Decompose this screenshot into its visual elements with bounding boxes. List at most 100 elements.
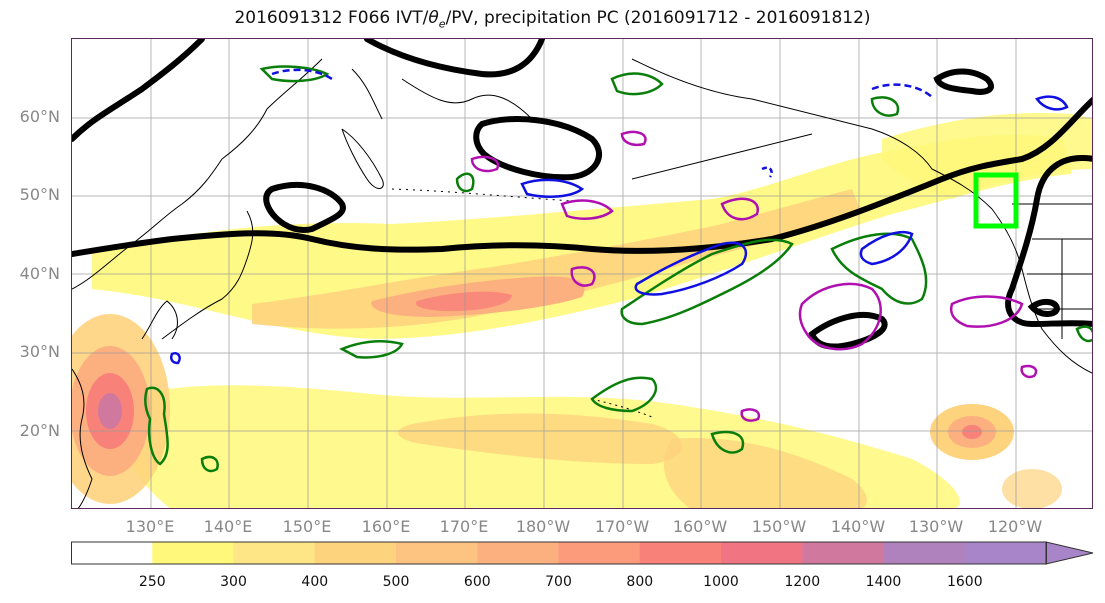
- precip-green-okhotsk: [455, 172, 475, 193]
- ivt-shading: [72, 113, 1092, 508]
- colorbar-tick-label: 1600: [946, 574, 983, 590]
- lon-label-170w: 170°W: [594, 517, 650, 536]
- gridlines: [72, 39, 1092, 508]
- coast-philippines: [72, 368, 93, 508]
- precip-blue-east: [859, 230, 914, 266]
- precip-green-south: [590, 376, 658, 413]
- ivt-cyclone-east-core: [962, 425, 982, 439]
- coast-north-america: [991, 208, 1092, 374]
- precip-green-sw: [200, 455, 219, 473]
- colorbar-tick-label: 500: [382, 574, 410, 590]
- lon-label-150e: 150°E: [282, 517, 332, 536]
- ivt-band-tropics-south: [663, 438, 867, 508]
- lon-label-160e: 160°E: [361, 517, 411, 536]
- colorbar-tick-label: 1200: [784, 574, 821, 590]
- precip-blue-ne: [1035, 95, 1069, 111]
- coastlines: [72, 58, 1092, 508]
- pv-contour-main: [72, 96, 1092, 257]
- colorbar-segment: [314, 542, 397, 564]
- border-states: [1027, 238, 1092, 339]
- lon-label-140w: 140°W: [830, 517, 886, 536]
- precip-magenta-north: [470, 155, 500, 173]
- precip-magenta-central-east: [798, 282, 882, 351]
- title-theta-sub: e: [438, 17, 446, 31]
- precip-magenta-south: [740, 408, 761, 422]
- colorbar-segment: [558, 542, 641, 564]
- coast-kamchatka: [341, 128, 384, 189]
- ivt-typhoon-west-core: [98, 393, 122, 429]
- precip-green-far-east: [1075, 325, 1092, 343]
- colorbar: [71, 541, 1094, 565]
- lat-label-50: 50°N: [19, 185, 60, 204]
- precip-blue-west: [170, 352, 181, 365]
- precip-magenta-aleutian: [720, 197, 759, 221]
- precip-blue-alaska: [871, 83, 933, 98]
- colorbar-tick-label: 800: [626, 574, 654, 590]
- precip-blue-okhotsk: [520, 178, 585, 198]
- precip-magenta-mid: [570, 266, 596, 287]
- coast-asia: [72, 58, 323, 290]
- colorbar-segment: [639, 542, 722, 564]
- colorbar-extend-arrow: [1045, 541, 1094, 565]
- colorbar-tick-label: 700: [545, 574, 572, 590]
- coast-japan: [161, 210, 254, 340]
- lat-label-40: 40°N: [19, 264, 60, 283]
- title-theta: θ: [428, 8, 439, 28]
- ivt-band-north: [882, 113, 1092, 199]
- lon-label-120w: 120°W: [987, 517, 1043, 536]
- title-suffix: /PV, precipitation PC (2016091712 - 2016…: [445, 8, 871, 28]
- lon-label-150w: 150°W: [751, 517, 807, 536]
- colorbar-segment: [396, 542, 478, 564]
- colorbar-tick-label: 300: [220, 574, 247, 590]
- colorbar-segment: [802, 542, 884, 564]
- precip-magenta-okhotsk: [560, 199, 614, 220]
- lon-label-160w: 160°W: [672, 517, 728, 536]
- colorbar-segment: [233, 542, 316, 564]
- precip-green-east-cluster: [830, 232, 928, 305]
- map-title: 2016091312 F066 IVT/θe/PV, precipitation…: [0, 8, 1105, 30]
- ivt-band-core: [252, 189, 862, 329]
- lat-label-30: 30°N: [19, 342, 60, 361]
- pv-contour-west-loop: [263, 181, 346, 233]
- lon-label-130w: 130°W: [908, 517, 964, 536]
- pv-contour-small-east: [1027, 299, 1061, 317]
- ivt-band-main: [92, 134, 1072, 339]
- lon-label-130e: 130°E: [125, 517, 175, 536]
- colorbar-outline: [71, 541, 1047, 565]
- colorbar-segments: [71, 542, 1046, 564]
- aleutian-islands: [391, 188, 573, 202]
- precip-green-alaska: [870, 96, 900, 117]
- precip-green-west-tc: [144, 386, 169, 466]
- ivt-band-tropics-inner: [398, 413, 682, 464]
- precip-blue-central: [634, 241, 748, 296]
- ivt-patch-east: [1002, 469, 1062, 508]
- colorbar-tick-label: 1000: [703, 574, 739, 590]
- map-panel: [71, 38, 1093, 509]
- coast-korea: [141, 300, 178, 340]
- colorbar-segment: [71, 542, 153, 564]
- lon-label-180w: 180°W: [515, 517, 571, 536]
- precip-green-northeast: [610, 72, 664, 96]
- pv-contour-central-loop: [808, 312, 888, 350]
- lat-label-60: 60°N: [19, 107, 60, 126]
- precip-green-contours: [144, 65, 1092, 473]
- colorbar-tick-label: 600: [463, 574, 491, 590]
- lon-label-170e: 170°E: [439, 517, 489, 536]
- colorbar-tick-label: 1400: [865, 574, 902, 590]
- precip-green-north: [259, 65, 330, 83]
- colorbar-segment: [152, 542, 234, 564]
- coast-kamchatka-north: [351, 68, 383, 120]
- coast-alaska-peninsula: [631, 133, 813, 180]
- precip-magenta-contours: [470, 130, 1038, 422]
- coast-siberia: [401, 78, 533, 120]
- lon-label-140e: 140°E: [203, 517, 253, 536]
- highlight-box: [973, 172, 1019, 229]
- ivt-band-peak: [416, 291, 512, 311]
- lat-label-20: 20°N: [19, 421, 60, 440]
- pv-contour-north: [364, 39, 545, 78]
- pv-contour-nw: [72, 39, 205, 142]
- colorbar-tick-label: 250: [138, 574, 166, 590]
- precip-green-se: [710, 430, 745, 454]
- colorbar-segment: [721, 542, 803, 564]
- colorbar-tick-label: 400: [301, 574, 329, 590]
